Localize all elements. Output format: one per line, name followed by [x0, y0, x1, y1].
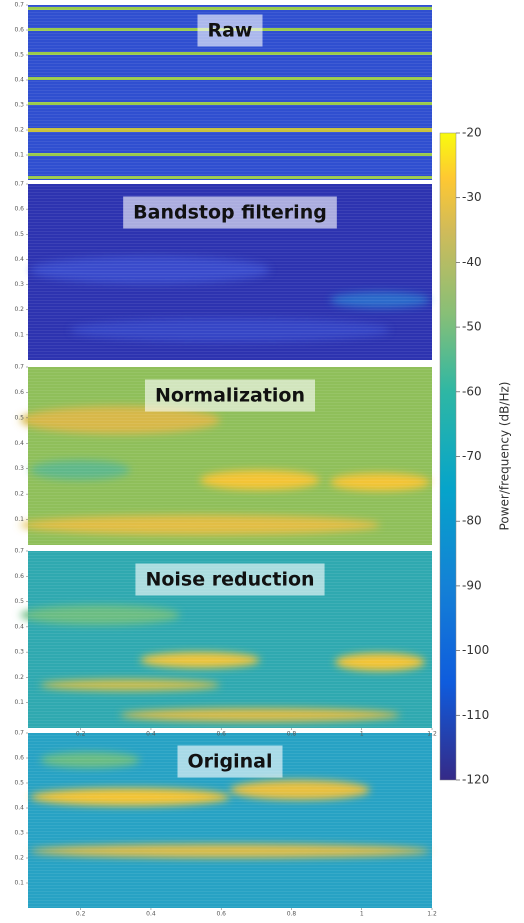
colorbar-tick-label: -110 [462, 708, 489, 722]
y-tick-label: 0.1 [14, 516, 24, 523]
y-tick-label: 0.2 [14, 491, 24, 498]
x-tick-label: 0.8 [287, 731, 297, 738]
colorbar-tick-label: -30 [462, 190, 482, 204]
y-tick-label: 0.2 [14, 127, 24, 134]
colorbar-tick-label: -20 [462, 126, 482, 140]
y-tick-label: 0.5 [14, 231, 24, 238]
colorbar [439, 132, 457, 781]
colorbar-tick-label: -40 [462, 255, 482, 269]
panel-title: Normalization [155, 385, 305, 407]
panel-title-box [123, 196, 337, 229]
x-tick-label: 0.4 [146, 911, 156, 918]
panel-title: Original [187, 751, 272, 773]
y-tick-label: 0.7 [14, 2, 24, 9]
panel-title: Noise reduction [145, 569, 314, 591]
y-tick-label: 0.6 [14, 755, 24, 762]
panel-title-box [197, 14, 263, 47]
y-tick-label: 0.5 [14, 414, 24, 421]
y-tick-label: 0.2 [14, 674, 24, 681]
y-tick-label: 0.5 [14, 598, 24, 605]
colorbar-tick-label: -50 [462, 320, 482, 334]
colorbar-tick-label: -60 [462, 384, 482, 398]
y-tick-label: 0.4 [14, 440, 24, 447]
y-tick-label: 0.1 [14, 699, 24, 706]
y-tick-label: 0.4 [14, 256, 24, 263]
colorbar-tick-label: -70 [462, 449, 482, 463]
y-tick-label: 0.2 [14, 306, 24, 313]
x-tick-label: 0.2 [76, 731, 86, 738]
x-tick-label: 1.2 [427, 911, 437, 918]
colorbar-label: Power/frequency (dB/Hz) [498, 382, 512, 531]
colorbar-tick-label: -90 [462, 578, 482, 592]
panel-title: Bandstop filtering [133, 202, 327, 224]
panel-title-box [144, 379, 316, 412]
x-tick-label: 1 [360, 731, 364, 738]
y-tick-label: 0.7 [14, 548, 24, 555]
x-tick-label: 0.6 [216, 911, 226, 918]
y-tick-label: 0.4 [14, 623, 24, 630]
y-tick-label: 0.3 [14, 649, 24, 656]
y-tick-label: 0.5 [14, 780, 24, 787]
y-tick-label: 0.1 [14, 880, 24, 887]
y-tick-label: 0.2 [14, 855, 24, 862]
y-tick-label: 0.7 [14, 364, 24, 371]
colorbar-tick-label: -100 [462, 643, 489, 657]
x-tick-label: 1.2 [427, 731, 437, 738]
x-tick-label: 0.2 [76, 911, 86, 918]
panel-title-box [177, 745, 283, 778]
y-tick-label: 0.4 [14, 77, 24, 84]
x-tick-label: 0.4 [146, 731, 156, 738]
y-tick-label: 0.3 [14, 102, 24, 109]
colorbar-tick-label: -80 [462, 514, 482, 528]
y-tick-label: 0.4 [14, 805, 24, 812]
y-tick-label: 0.5 [14, 52, 24, 59]
y-tick-label: 0.3 [14, 281, 24, 288]
colorbar-tick-label: -120 [462, 773, 489, 787]
panel-title: Raw [207, 20, 252, 42]
y-tick-label: 0.7 [14, 181, 24, 188]
y-tick-label: 0.3 [14, 830, 24, 837]
y-tick-label: 0.6 [14, 206, 24, 213]
panel-title-box [135, 563, 325, 596]
y-tick-label: 0.6 [14, 27, 24, 34]
y-tick-label: 0.1 [14, 331, 24, 338]
x-tick-label: 0.6 [216, 731, 226, 738]
y-tick-label: 0.1 [14, 152, 24, 159]
y-tick-label: 0.3 [14, 465, 24, 472]
x-tick-label: 0.8 [287, 911, 297, 918]
y-tick-label: 0.7 [14, 730, 24, 737]
y-tick-label: 0.6 [14, 389, 24, 396]
x-tick-label: 1 [360, 911, 364, 918]
y-tick-label: 0.6 [14, 573, 24, 580]
